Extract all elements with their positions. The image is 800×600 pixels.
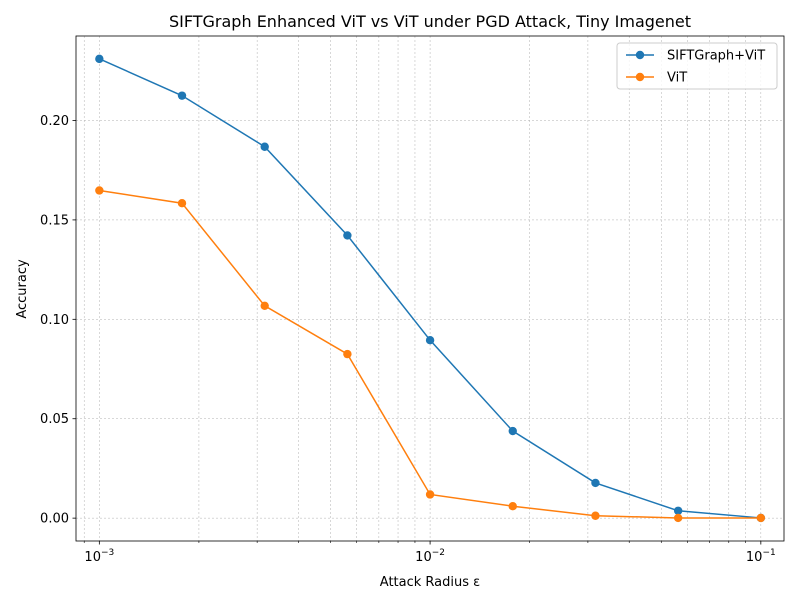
legend: SIFTGraph+ViT ViT <box>616 42 778 90</box>
data-point <box>591 478 600 488</box>
data-point <box>508 426 517 436</box>
x-tick-label: 10−2 <box>415 548 445 565</box>
data-point <box>425 490 435 499</box>
y-tick-label: 0.10 <box>40 313 69 328</box>
chart-title: SIFTGraph Enhanced ViT vs ViT under PGD … <box>169 12 691 31</box>
y-tick-label: 0.20 <box>40 114 69 129</box>
legend-marker <box>635 50 645 60</box>
data-series <box>95 54 766 523</box>
data-point <box>591 511 600 520</box>
data-point <box>756 513 766 523</box>
data-point <box>260 301 269 310</box>
data-point <box>673 506 683 515</box>
data-point <box>177 91 187 100</box>
data-point <box>343 231 352 240</box>
axis-ticks: 0.00 0.05 0.10 0.15 0.20 10−3 10−2 10−1 <box>40 114 776 565</box>
data-point <box>343 349 352 359</box>
x-axis-label: Attack Radius ε <box>380 575 480 590</box>
y-axis-label: Accuracy <box>15 259 30 319</box>
y-tick-label: 0.05 <box>40 412 69 427</box>
legend-marker <box>635 72 645 82</box>
y-tick-label: 0.00 <box>40 512 69 527</box>
y-tick-label: 0.15 <box>40 213 69 228</box>
data-point <box>673 513 683 523</box>
legend-label: SIFTGraph+ViT <box>667 49 765 64</box>
x-tick-label: 10−3 <box>84 548 114 565</box>
grid-lines <box>76 36 784 541</box>
data-point <box>425 335 435 345</box>
data-point <box>508 502 517 511</box>
legend-label: ViT <box>667 71 687 86</box>
x-tick-label: 10−1 <box>746 548 776 565</box>
data-point <box>177 199 187 208</box>
data-point <box>95 186 104 195</box>
legend-box <box>616 42 778 90</box>
data-point <box>95 54 104 64</box>
data-point <box>260 142 269 151</box>
